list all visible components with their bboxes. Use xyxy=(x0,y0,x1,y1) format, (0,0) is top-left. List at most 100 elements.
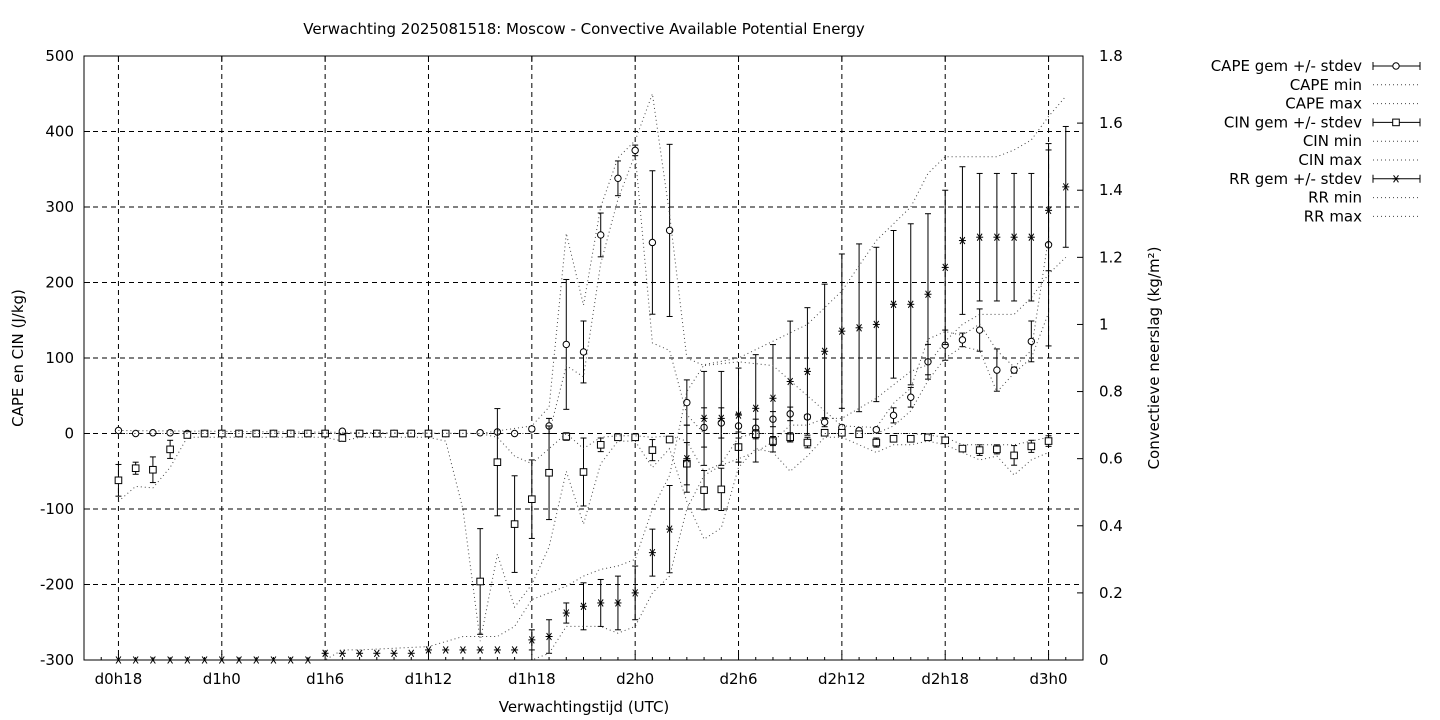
star-stroke xyxy=(408,649,415,658)
y-left-tick-label: 300 xyxy=(45,198,74,216)
square-marker xyxy=(648,446,657,454)
star-marker xyxy=(562,609,570,617)
legend-label: CIN max xyxy=(1298,151,1362,169)
square-marker xyxy=(149,465,157,474)
circle-marker xyxy=(993,366,1001,374)
star-stroke xyxy=(580,602,587,611)
star-stroke xyxy=(339,649,346,658)
square-marker xyxy=(493,458,502,466)
legend-label: RR gem +/- stdev xyxy=(1229,170,1362,188)
star-marker xyxy=(580,602,587,611)
star-stroke xyxy=(959,236,966,245)
star-stroke xyxy=(994,233,1000,241)
star-stroke xyxy=(477,646,484,654)
square-marker xyxy=(700,486,708,494)
square-marker xyxy=(1027,442,1036,451)
star-stroke xyxy=(718,414,725,423)
legend-label: CIN gem +/- stdev xyxy=(1224,113,1362,131)
star-stroke xyxy=(322,649,328,658)
star-marker xyxy=(356,649,364,658)
circle-marker xyxy=(1027,337,1036,346)
square-marker xyxy=(889,434,898,443)
x-tick-label: d3h0 xyxy=(1029,670,1067,688)
circle-marker xyxy=(631,146,639,155)
circle-marker xyxy=(597,231,605,239)
star-stroke xyxy=(528,636,535,644)
x-tick-label: d2h6 xyxy=(719,670,757,688)
circle-marker xyxy=(1010,366,1018,374)
star-stroke xyxy=(563,609,570,617)
y-left-tick-label: 400 xyxy=(45,123,74,141)
star-stroke xyxy=(1062,183,1069,191)
star-marker xyxy=(958,236,966,245)
star-marker xyxy=(890,300,898,309)
star-marker xyxy=(424,646,432,654)
series-line xyxy=(118,256,1067,661)
circle-marker xyxy=(476,429,484,437)
star-marker xyxy=(1392,175,1400,183)
star-marker xyxy=(390,649,398,658)
star-marker xyxy=(407,649,415,658)
square-marker xyxy=(614,433,622,442)
star-stroke xyxy=(1028,233,1035,241)
star-stroke xyxy=(511,646,518,654)
y-left-tick-label: 500 xyxy=(45,47,74,65)
star-stroke xyxy=(666,525,673,533)
star-marker xyxy=(855,324,863,332)
circle-marker xyxy=(820,418,829,426)
square-marker xyxy=(924,433,932,442)
axes: d0h18 d1h0 d1h6 d1h12 d1h18 d2h0 d2h6 d2h12 d2h1… xyxy=(40,47,1123,688)
star-stroke xyxy=(356,649,363,658)
legend-label: RR max xyxy=(1304,207,1362,225)
circle-marker xyxy=(975,326,984,334)
x-tick-label: d2h0 xyxy=(616,670,654,688)
star-stroke xyxy=(683,454,690,463)
star-stroke xyxy=(1393,175,1399,183)
star-marker xyxy=(838,327,846,335)
star-marker xyxy=(1027,233,1035,241)
circle-marker xyxy=(907,393,915,401)
x-tick-label: d0h18 xyxy=(95,670,143,688)
star-stroke xyxy=(425,646,432,654)
square-marker xyxy=(631,433,639,442)
series-line xyxy=(118,436,1049,642)
legend-label: CAPE gem +/- stdev xyxy=(1211,57,1362,75)
star-stroke xyxy=(821,347,828,356)
circle-marker xyxy=(648,238,657,247)
star-marker xyxy=(614,599,622,607)
star-stroke xyxy=(907,300,914,309)
star-stroke xyxy=(597,599,604,607)
y-right-tick-label: 0.6 xyxy=(1099,450,1123,468)
square-marker xyxy=(562,432,571,441)
square-marker xyxy=(820,428,829,437)
y-right-tick-label: 1.6 xyxy=(1099,114,1123,132)
series-line xyxy=(118,153,1050,434)
star-stroke xyxy=(735,411,742,419)
star-marker xyxy=(735,411,743,419)
star-marker xyxy=(493,646,501,654)
y-right-tick-label: 0.8 xyxy=(1099,383,1123,401)
y-left-tick-label: 100 xyxy=(45,349,74,367)
square-marker xyxy=(993,445,1001,454)
square-marker xyxy=(476,577,484,586)
y-axis-left-label: CAPE en CIN (J/kg) xyxy=(9,289,27,427)
y-left-tick-label: -200 xyxy=(40,576,74,594)
square-marker xyxy=(803,438,812,447)
circle-marker xyxy=(683,398,691,407)
square-marker xyxy=(1044,437,1053,445)
square-marker xyxy=(166,445,174,454)
square-marker xyxy=(252,429,261,438)
legend-label: CIN min xyxy=(1303,132,1362,150)
star-marker xyxy=(700,414,708,423)
square-marker xyxy=(183,431,192,439)
star-marker xyxy=(1010,233,1018,241)
square-marker xyxy=(941,436,950,445)
circle-marker xyxy=(665,226,674,235)
y-left-tick-label: -300 xyxy=(40,651,74,669)
star-marker xyxy=(993,233,1001,241)
square-marker xyxy=(304,429,312,438)
star-marker xyxy=(907,300,915,309)
star-marker xyxy=(631,589,639,597)
